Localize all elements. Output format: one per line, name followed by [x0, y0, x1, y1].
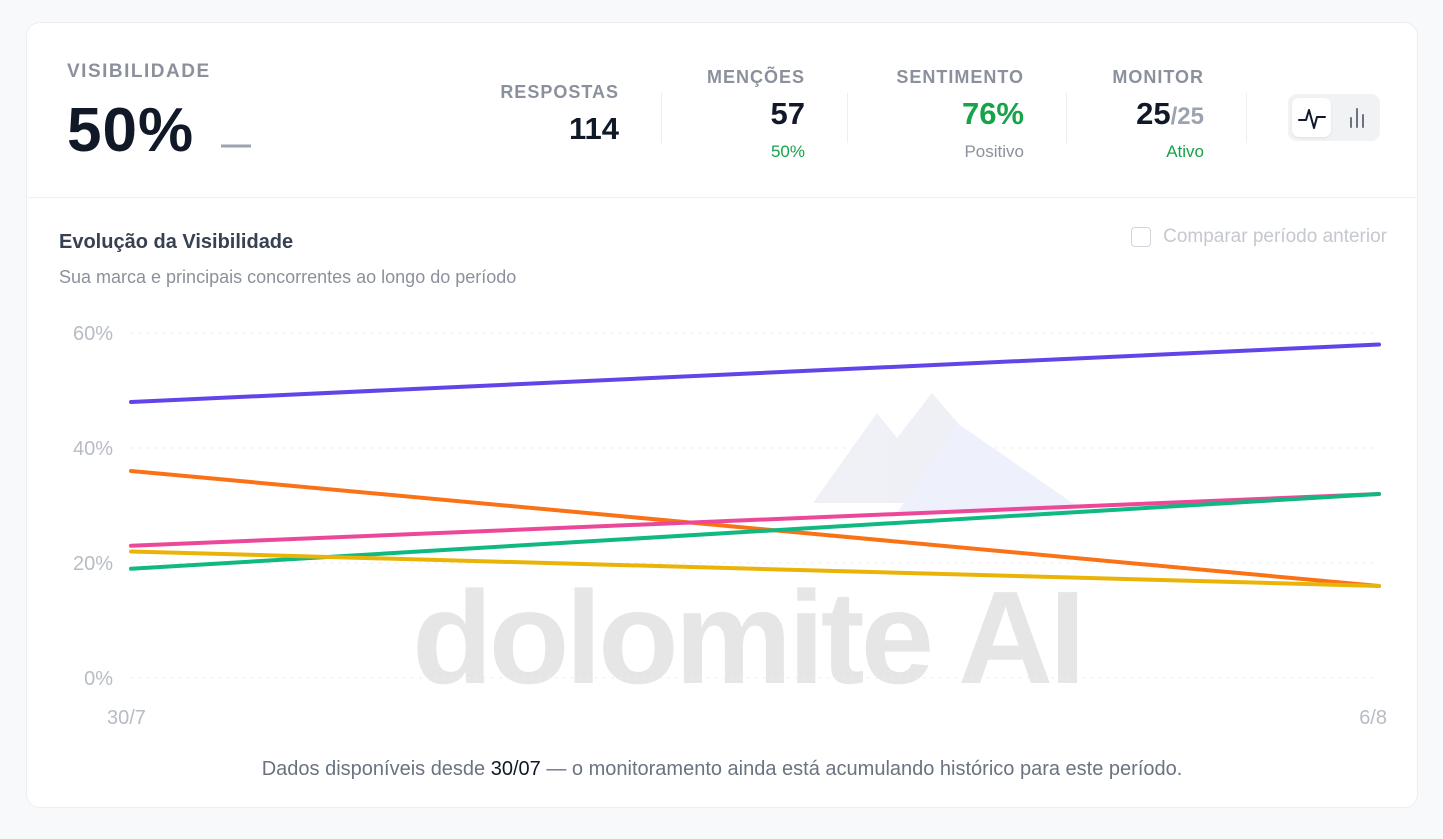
divider: [1246, 93, 1247, 143]
monitor-total: /25: [1170, 103, 1204, 130]
mencoes-label: MENÇÕES: [706, 67, 805, 87]
respostas-label: RESPOSTAS: [500, 82, 619, 102]
visibility-label: VISIBILIDADE: [67, 61, 211, 82]
sentimento-sub: Positivo: [964, 142, 1024, 161]
stat-sentimento: SENTIMENTO 76% Positivo: [896, 67, 1024, 162]
compare-label: Comparar período anterior: [1163, 226, 1387, 247]
monitor-value: 25/25: [1112, 96, 1204, 132]
monitor-status: Ativo: [1166, 142, 1204, 161]
checkbox-box[interactable]: [1131, 227, 1152, 247]
compare-previous-checkbox[interactable]: Comparar período anterior: [1131, 226, 1387, 248]
mencoes-sub: 50%: [770, 142, 805, 161]
grid: [131, 332, 1379, 679]
mencoes-value: 57: [770, 96, 805, 131]
data-availability-note: Dados disponíveis desde 30/07 — o monito…: [27, 758, 1417, 781]
divider: [661, 93, 662, 143]
sentimento-value: 76%: [961, 96, 1024, 131]
divider: [1066, 93, 1067, 143]
x-axis-ticks: 30/7 6/8: [107, 707, 1387, 728]
visibility-card: VISIBILIDADE 50% — RESPOSTAS 114 MENÇÕES…: [26, 22, 1418, 808]
y-tick-label: 40%: [73, 438, 113, 460]
x-tick-label: 30/7: [107, 707, 146, 728]
series-line-1: [129, 342, 1381, 404]
mountain-logo-icon: [813, 393, 1087, 513]
visibility-value: 50%: [67, 96, 195, 165]
metrics-header: VISIBILIDADE 50% — RESPOSTAS 114 MENÇÕES…: [27, 23, 1417, 198]
series-lines: [129, 342, 1381, 588]
monitor-label: MONITOR: [1112, 67, 1204, 87]
bar-view-button[interactable]: [1337, 98, 1376, 137]
watermark: dolomite AI: [412, 393, 1087, 711]
y-tick-label: 60%: [73, 323, 113, 345]
series-line-2: [129, 469, 1381, 588]
stat-respostas: RESPOSTAS 114: [500, 82, 619, 147]
note-date: 30/07: [490, 758, 541, 780]
visibility-trend: —: [221, 128, 251, 161]
note-prefix: Dados disponíveis desde: [261, 758, 491, 780]
monitor-count: 25: [1136, 96, 1171, 131]
series-line-5: [129, 549, 1381, 588]
series-line-3: [129, 492, 1381, 548]
sentimento-label: SENTIMENTO: [896, 67, 1024, 87]
line-chart-icon: [1297, 108, 1326, 129]
y-tick-label: 0%: [84, 668, 113, 690]
x-tick-label: 6/8: [1359, 707, 1387, 728]
chart-subtitle: Sua marca e principais concorrentes ao l…: [59, 267, 517, 287]
stat-mencoes: MENÇÕES 57 50%: [707, 67, 805, 162]
watermark-text: dolomite AI: [412, 564, 1082, 711]
visibility-line-chart: dolomite AI 60% 40% 20% 0% 30/7 6/8: [73, 323, 1387, 728]
respostas-value: 114: [568, 111, 619, 146]
y-tick-label: 20%: [73, 553, 113, 575]
y-axis-ticks: 60% 40% 20% 0%: [73, 323, 113, 690]
line-view-button[interactable]: [1292, 98, 1331, 137]
chart-title: Evolução da Visibilidade: [59, 231, 294, 253]
stat-monitor: MONITOR 25/25 Ativo: [1112, 67, 1204, 162]
bar-chart-icon: [1349, 107, 1364, 128]
divider: [847, 93, 848, 143]
note-suffix: — o monitoramento ainda está acumulando …: [540, 758, 1183, 780]
chart-view-toggle: [1288, 94, 1380, 141]
